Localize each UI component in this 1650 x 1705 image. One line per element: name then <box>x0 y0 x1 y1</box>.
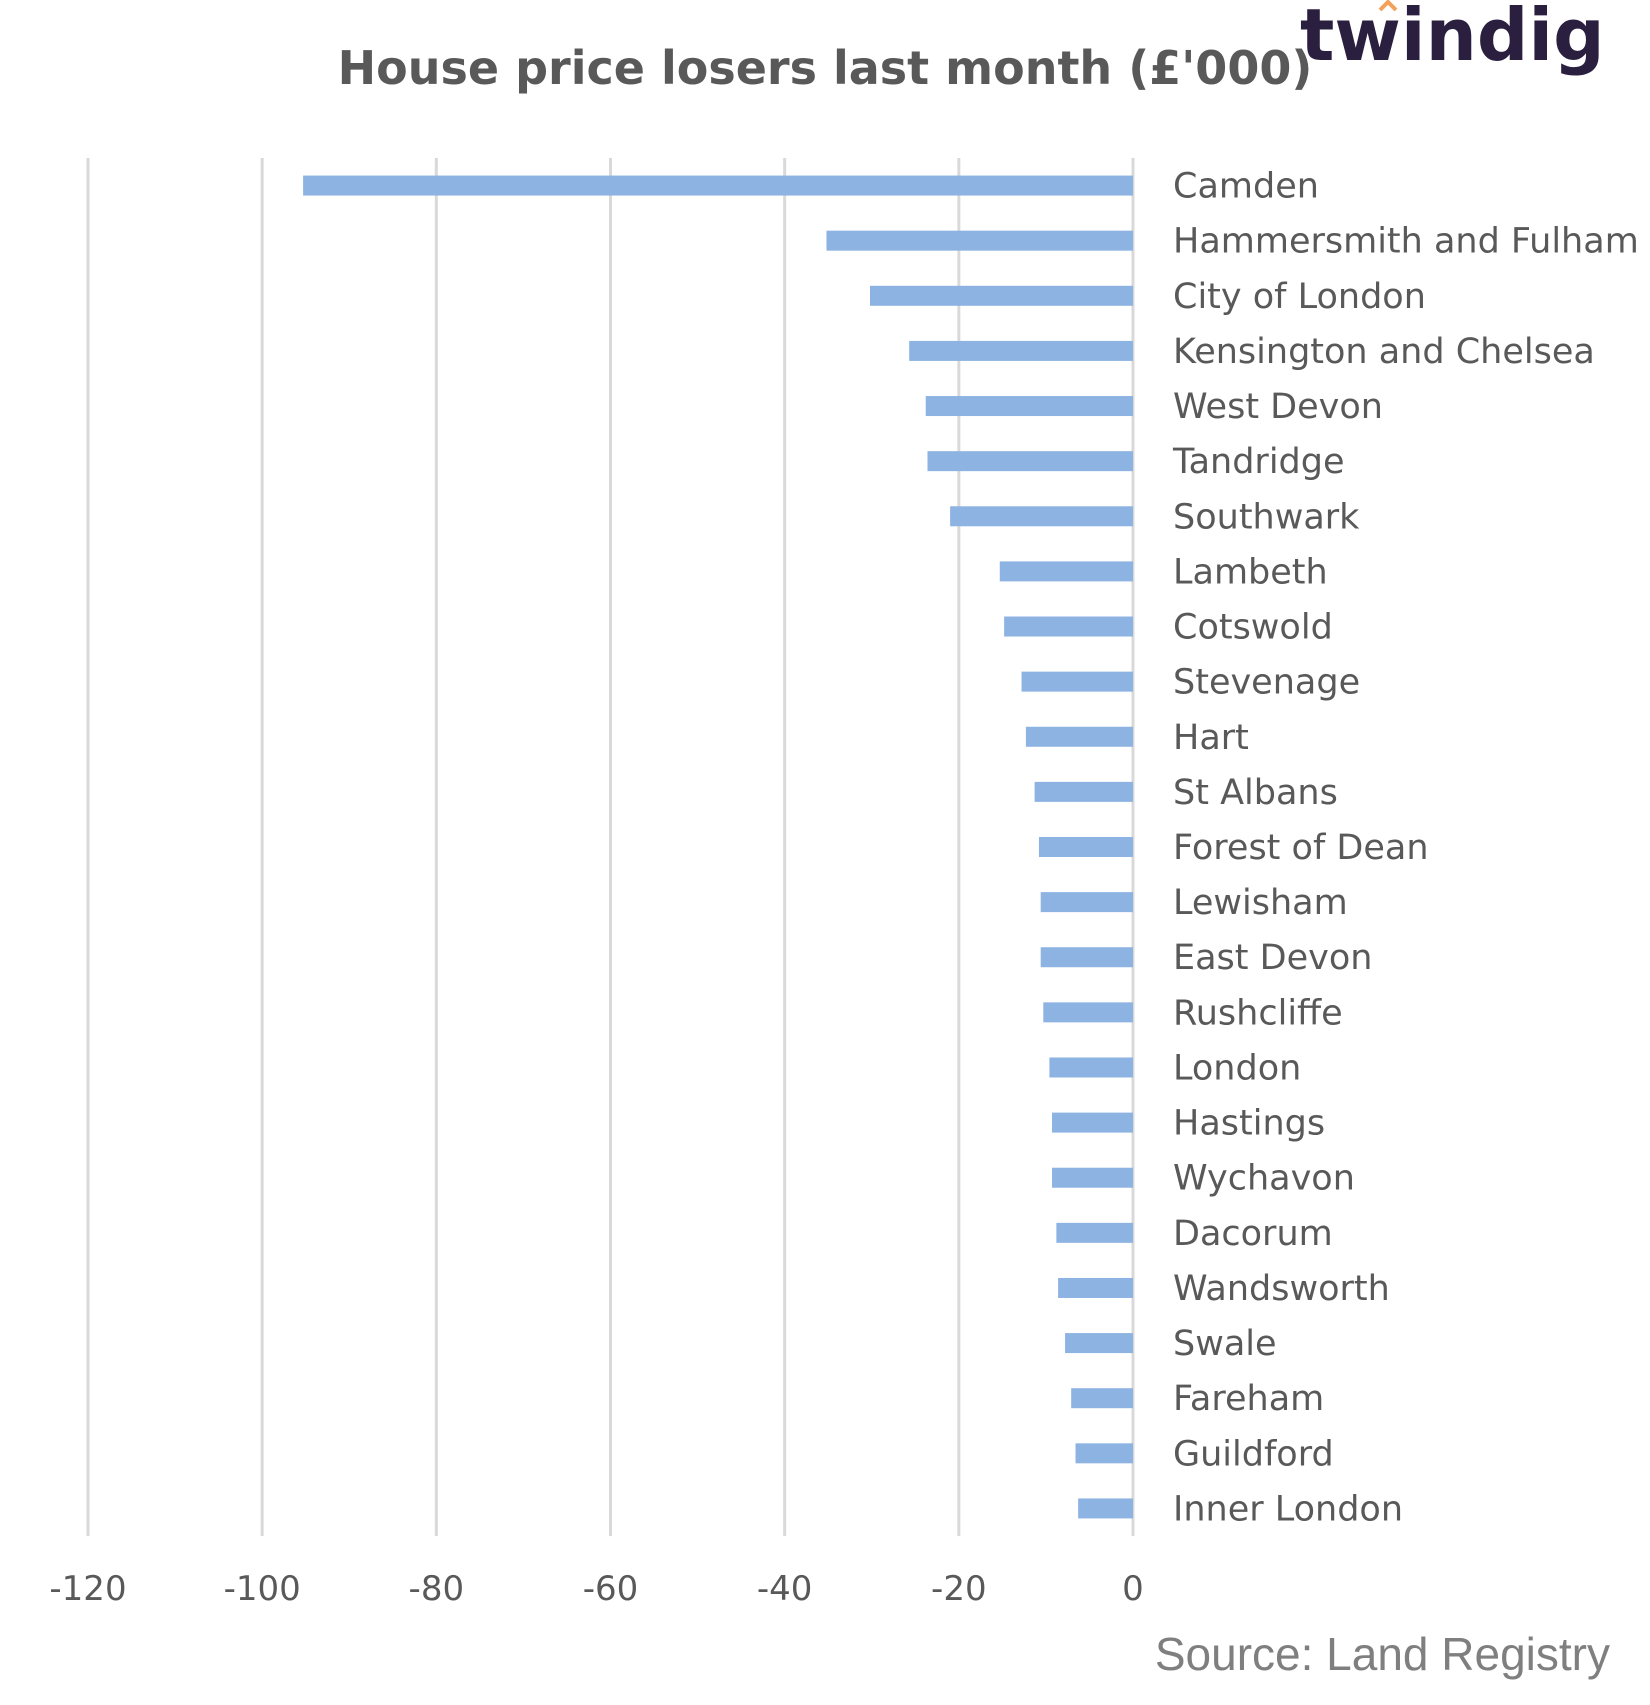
category-label: Swale <box>1173 1324 1277 1364</box>
source-note: Source: Land Registry <box>1155 1628 1610 1680</box>
category-label: Guildford <box>1173 1434 1334 1474</box>
gridlines <box>86 158 1135 1536</box>
bar <box>1004 616 1133 637</box>
bar <box>925 396 1133 417</box>
bar <box>1052 1112 1133 1133</box>
category-label: Lambeth <box>1173 552 1328 592</box>
bar <box>1065 1333 1133 1354</box>
chart-title: House price losers last month (£'000) <box>338 41 1313 95</box>
category-label: Fareham <box>1173 1379 1324 1419</box>
category-label: Dacorum <box>1173 1214 1333 1254</box>
x-axis-ticks: -120 -100 -80 -60 -40 -20 0 <box>49 1569 1143 1609</box>
logo-roof-icon <box>1378 0 1398 12</box>
x-tick-label: -40 <box>757 1569 813 1609</box>
bar <box>303 175 1133 196</box>
category-label: East Devon <box>1173 938 1372 978</box>
x-tick-label: -60 <box>583 1569 639 1609</box>
x-tick-label: -80 <box>409 1569 465 1609</box>
bar <box>1075 1443 1133 1464</box>
category-label: City of London <box>1173 277 1426 317</box>
category-label: Lewisham <box>1173 883 1348 923</box>
category-label: Southwark <box>1173 497 1360 537</box>
category-label: Hastings <box>1173 1104 1325 1144</box>
bar <box>870 285 1133 306</box>
category-label: West Devon <box>1173 387 1383 427</box>
bar <box>1052 1167 1133 1188</box>
category-label: London <box>1173 1048 1301 1088</box>
category-label: Cotswold <box>1173 608 1333 648</box>
bar <box>1038 837 1133 857</box>
category-label: Hart <box>1173 718 1249 758</box>
bars <box>303 175 1133 1519</box>
bar <box>1040 892 1133 913</box>
category-label: Kensington and Chelsea <box>1173 332 1595 372</box>
bar <box>1040 947 1133 968</box>
category-label: Hammersmith and Fulham <box>1173 222 1639 262</box>
x-tick-label: -120 <box>49 1569 126 1609</box>
bar <box>1043 1002 1133 1023</box>
bar <box>999 561 1133 582</box>
category-label: Tandridge <box>1172 442 1345 482</box>
bar <box>1056 1222 1133 1243</box>
bar <box>1021 671 1133 692</box>
bar <box>1034 781 1133 802</box>
category-label: St Albans <box>1173 773 1338 813</box>
bar <box>1049 1057 1133 1078</box>
category-label: Rushcliffe <box>1173 993 1343 1033</box>
bar <box>826 230 1133 251</box>
category-labels: Camden Hammersmith and Fulham City of Lond… <box>1172 167 1639 1530</box>
category-label: Forest of Dean <box>1173 828 1429 868</box>
category-label: Stevenage <box>1173 663 1360 703</box>
bar <box>1078 1498 1133 1519</box>
bar <box>1058 1277 1133 1298</box>
category-label: Wychavon <box>1173 1159 1355 1199</box>
bar <box>927 451 1133 472</box>
category-label: Camden <box>1173 167 1319 207</box>
bar <box>1025 726 1133 747</box>
x-tick-label: -100 <box>224 1569 301 1609</box>
x-tick-label: 0 <box>1122 1569 1144 1609</box>
bar <box>909 340 1133 361</box>
x-tick-label: -20 <box>931 1569 987 1609</box>
twindig-logo: twindig <box>1300 0 1605 77</box>
category-label: Inner London <box>1173 1489 1403 1529</box>
bar <box>1071 1388 1133 1409</box>
bar <box>950 506 1133 527</box>
logo-text: twindig <box>1300 0 1605 77</box>
category-label: Wandsworth <box>1173 1269 1390 1309</box>
